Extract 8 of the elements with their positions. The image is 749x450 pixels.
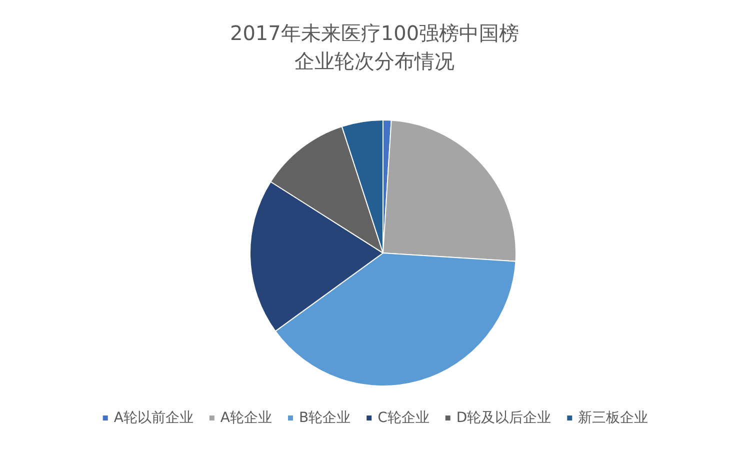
- legend-label: A轮以前企业: [114, 410, 194, 426]
- chart-title: 2017年未来医疗100强榜中国榜: [230, 21, 520, 45]
- legend-label: D轮及以后企业: [456, 410, 552, 426]
- legend-label: A轮企业: [220, 410, 272, 426]
- legend-label: C轮企业: [378, 410, 430, 426]
- chart-subtitle: 企业轮次分布情况: [294, 49, 454, 73]
- legend-label: B轮企业: [298, 410, 351, 426]
- legend-label: 新三板企业: [578, 410, 648, 426]
